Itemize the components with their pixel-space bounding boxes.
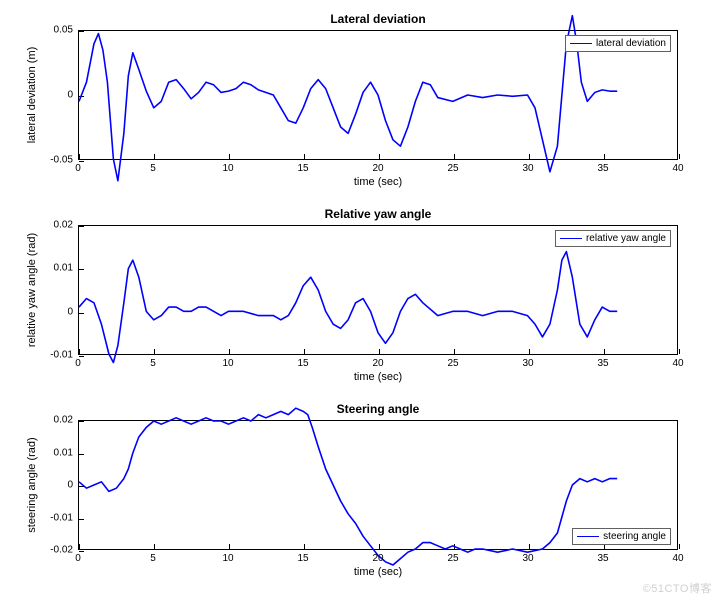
x-tick-label: 15	[297, 358, 308, 369]
x-tick	[679, 544, 680, 549]
x-tick-label: 40	[672, 553, 683, 564]
y-tick-label: -0.05	[50, 155, 73, 166]
x-tick-label: 35	[597, 553, 608, 564]
y-tick-label: -0.01	[50, 350, 73, 361]
legend-label: steering angle	[603, 531, 666, 542]
legend-label: lateral deviation	[596, 38, 666, 49]
y-tick-label: 0.02	[54, 415, 73, 426]
x-tick-label: 40	[672, 163, 683, 174]
y-tick-label: 0.05	[54, 25, 73, 36]
chart-0: Lateral deviationlateral deviationlatera…	[78, 30, 678, 160]
y-tick-label: 0	[67, 306, 73, 317]
y-axis-label: lateral deviation (m)	[26, 30, 38, 160]
x-tick-label: 30	[522, 553, 533, 564]
legend-line	[570, 43, 592, 44]
x-tick-label: 15	[297, 163, 308, 174]
x-axis-label: time (sec)	[78, 176, 678, 188]
x-tick	[679, 349, 680, 354]
plot-area: steering angle	[78, 420, 678, 550]
legend-label: relative yaw angle	[586, 233, 666, 244]
legend-line	[560, 238, 582, 239]
chart-title: Steering angle	[78, 402, 678, 416]
y-axis-label: relative yaw angle (rad)	[26, 225, 38, 355]
y-tick	[79, 551, 84, 552]
x-tick-label: 5	[150, 163, 156, 174]
legend: steering angle	[572, 528, 671, 545]
y-tick-label: 0.02	[54, 220, 73, 231]
x-tick-label: 25	[447, 163, 458, 174]
x-tick-label: 25	[447, 358, 458, 369]
x-tick-label: 40	[672, 358, 683, 369]
y-tick	[79, 161, 84, 162]
x-axis-label: time (sec)	[78, 566, 678, 578]
watermark: ©51CTO博客	[643, 580, 712, 596]
y-axis-label: steering angle (rad)	[26, 420, 38, 550]
x-tick-label: 10	[222, 358, 233, 369]
y-tick-label: 0.01	[54, 263, 73, 274]
y-tick-label: 0.01	[54, 447, 73, 458]
y-tick-label: 0	[67, 90, 73, 101]
x-tick-label: 35	[597, 358, 608, 369]
x-tick-label: 20	[372, 358, 383, 369]
plot-area: relative yaw angle	[78, 225, 678, 355]
x-tick-label: 0	[75, 163, 81, 174]
x-tick	[679, 154, 680, 159]
y-tick-label: 0	[67, 480, 73, 491]
x-tick-label: 30	[522, 163, 533, 174]
plot-area: lateral deviation	[78, 30, 678, 160]
x-tick-label: 20	[372, 163, 383, 174]
x-tick-label: 20	[372, 553, 383, 564]
x-axis-label: time (sec)	[78, 371, 678, 383]
x-tick-label: 25	[447, 553, 458, 564]
x-tick-label: 0	[75, 553, 81, 564]
x-tick-label: 35	[597, 163, 608, 174]
legend-line	[577, 536, 599, 537]
x-tick-label: 0	[75, 358, 81, 369]
legend: lateral deviation	[565, 35, 671, 52]
x-tick-label: 15	[297, 553, 308, 564]
x-tick-label: 10	[222, 163, 233, 174]
chart-title: Relative yaw angle	[78, 207, 678, 221]
y-tick-label: -0.02	[50, 545, 73, 556]
y-tick-label: -0.01	[50, 512, 73, 523]
chart-1: Relative yaw anglerelative yaw anglerela…	[78, 225, 678, 355]
x-tick-label: 5	[150, 358, 156, 369]
x-tick-label: 10	[222, 553, 233, 564]
x-tick-label: 30	[522, 358, 533, 369]
chart-title: Lateral deviation	[78, 12, 678, 26]
y-tick	[79, 356, 84, 357]
chart-2: Steering anglesteering anglesteering ang…	[78, 420, 678, 550]
x-tick-label: 5	[150, 553, 156, 564]
legend: relative yaw angle	[555, 230, 671, 247]
